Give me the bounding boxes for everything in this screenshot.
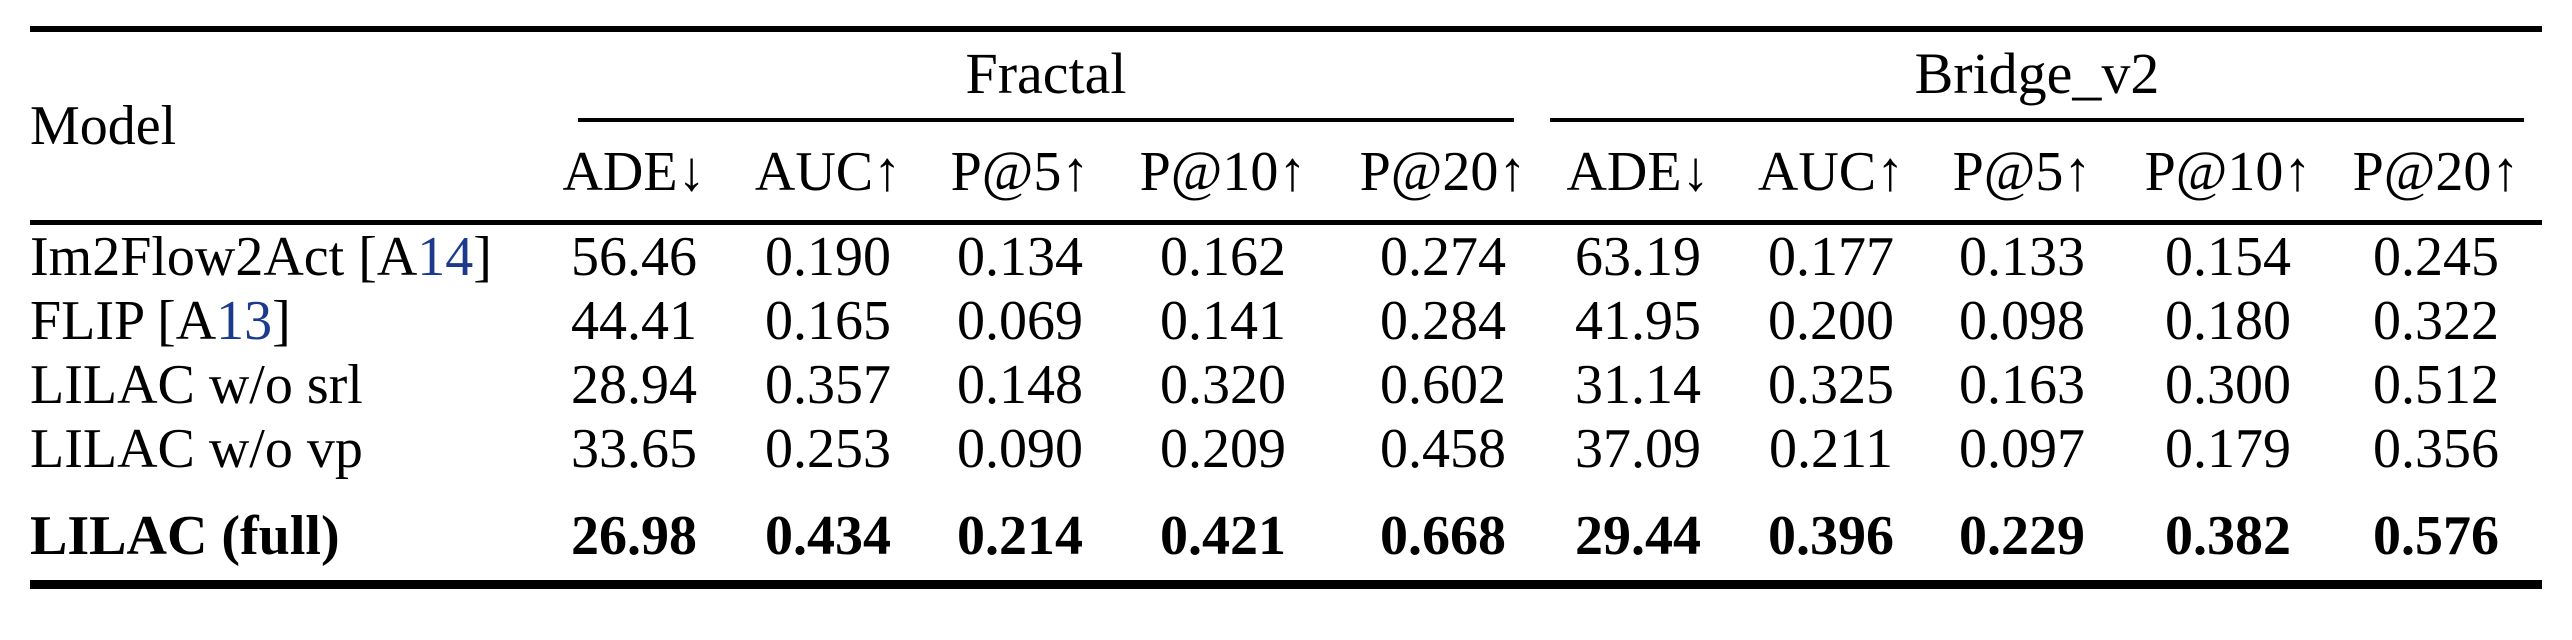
metric-value-cell: 29.44 [1575,505,1701,567]
metric-value-cell: 0.154 [2165,226,2291,288]
metric-value-cell: 33.65 [571,418,697,480]
metric-value-cell: 44.41 [571,290,697,352]
table-toprule-row [30,26,2542,32]
metric-value-cell: 0.602 [1380,354,1506,416]
metric-value-cell: 56.46 [571,226,697,288]
metric-value-cell: 0.421 [1160,505,1286,567]
metric-value-cell: 0.356 [2373,418,2499,480]
citation-link[interactable]: 13 [216,290,273,352]
metric-value-cell: 0.141 [1160,290,1286,352]
model-name-text: LILAC w/o vp [30,418,363,480]
metric-value-cell: 0.214 [957,505,1083,567]
cmidrule-bridge-v2 [1550,118,2524,122]
metric-value-cell: 0.382 [2165,505,2291,567]
table-midrule-row [30,220,2542,225]
metric-value-cell: 0.069 [957,290,1083,352]
model-name-text: FLIP [A [30,290,217,352]
table-row: FLIP [A13] 44.41 0.165 0.069 0.141 0.284… [30,289,2542,353]
model-name-text: LILAC w/o srl [30,354,363,416]
model-name-cell: Im2Flow2Act [A14] [30,225,560,289]
metric-value-cell: 31.14 [1575,354,1701,416]
metric-value-cell: 0.320 [1160,354,1286,416]
model-name-suffix: ] [473,226,492,288]
model-name-cell: FLIP [A13] [30,289,560,353]
metric-value-cell: 0.165 [765,290,891,352]
table-row: Im2Flow2Act [A14] 56.46 0.190 0.134 0.16… [30,225,2542,289]
metric-value-cell: 0.177 [1768,226,1894,288]
metric-value-cell: 0.209 [1160,418,1286,480]
metric-value-cell: 0.162 [1160,226,1286,288]
cmidrule-row [30,116,2542,124]
table-row-lilac-full: LILAC (full) 26.98 0.434 0.214 0.421 0.6… [30,506,2542,566]
metric-value-cell: 0.274 [1380,226,1506,288]
group-header-row: Model Fractal Bridge_v2 [30,32,2542,155]
col-header-bridge-p5: P@5↑ [1952,141,2092,203]
metric-header-row: ADE↓ AUC↑ P@5↑ P@10↑ P@20↑ ADE↓ AUC↑ P@5… [30,124,2542,220]
row-spacer [30,481,2542,506]
group-header-bridge-v2: Bridge_v2 [1914,41,2160,106]
model-column-header: Model [30,95,177,157]
metric-value-cell: 28.94 [571,354,697,416]
metric-value-cell: 0.211 [1769,418,1893,480]
col-header-fractal-auc: AUC↑ [754,141,902,203]
metric-value-cell: 0.325 [1768,354,1894,416]
metric-value-cell: 63.19 [1575,226,1701,288]
col-header-bridge-ade: ADE↓ [1566,141,1710,203]
metric-value-cell: 0.133 [1959,226,2085,288]
model-name-cell: LILAC (full) [30,505,340,567]
metric-value-cell: 0.512 [2373,354,2499,416]
citation-link[interactable]: 14 [417,226,474,288]
metric-value-cell: 0.097 [1959,418,2085,480]
cmidrule-fractal [578,118,1514,122]
toprule [30,26,2542,32]
col-header-fractal-ade: ADE↓ [562,141,706,203]
metric-value-cell: 0.134 [957,226,1083,288]
table-row: LILAC w/o vp 33.65 0.253 0.090 0.209 0.4… [30,417,2542,481]
metric-value-cell: 0.180 [2165,290,2291,352]
metric-value-cell: 0.668 [1380,505,1506,567]
table-bottomrule-row [30,566,2542,589]
metric-value-cell: 37.09 [1575,418,1701,480]
metric-value-cell: 0.253 [765,418,891,480]
midrule [30,220,2542,225]
metric-value-cell: 0.190 [765,226,891,288]
metric-value-cell: 0.090 [957,418,1083,480]
metric-value-cell: 0.322 [2373,290,2499,352]
metric-value-cell: 0.200 [1768,290,1894,352]
table-row: LILAC w/o srl 28.94 0.357 0.148 0.320 0.… [30,353,2542,417]
group-header-fractal: Fractal [965,41,1127,106]
metric-value-cell: 0.284 [1380,290,1506,352]
col-header-bridge-p10: P@10↑ [2144,141,2312,203]
col-header-fractal-p5: P@5↑ [950,141,1090,203]
col-header-fractal-p10: P@10↑ [1139,141,1307,203]
model-name-cell: LILAC w/o srl [30,353,560,417]
model-name-suffix: ] [272,290,291,352]
model-name-cell: LILAC w/o vp [30,417,560,481]
metric-value-cell: 26.98 [571,505,697,567]
metric-value-cell: 0.148 [957,354,1083,416]
metric-value-cell: 0.396 [1768,505,1894,567]
metric-value-cell: 41.95 [1575,290,1701,352]
bottomrule [30,580,2542,589]
results-table: Model Fractal Bridge_v2 ADE↓ AUC↑ P@5↑ P… [30,26,2542,589]
metric-value-cell: 0.300 [2165,354,2291,416]
metric-value-cell: 0.179 [2165,418,2291,480]
metric-value-cell: 0.434 [765,505,891,567]
metric-value-cell: 0.163 [1959,354,2085,416]
col-header-bridge-auc: AUC↑ [1757,141,1905,203]
col-header-bridge-p20: P@20↑ [2352,141,2520,203]
metric-value-cell: 0.229 [1959,505,2085,567]
model-name-text: Im2Flow2Act [A [30,226,418,288]
metric-value-cell: 0.245 [2373,226,2499,288]
metric-value-cell: 0.576 [2373,505,2499,567]
metric-value-cell: 0.357 [765,354,891,416]
col-header-fractal-p20: P@20↑ [1359,141,1527,203]
metric-value-cell: 0.098 [1959,290,2085,352]
metric-value-cell: 0.458 [1380,418,1506,480]
